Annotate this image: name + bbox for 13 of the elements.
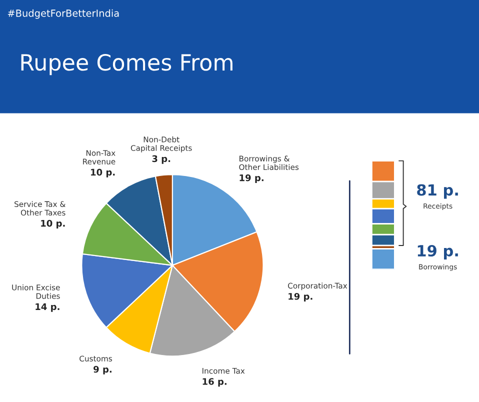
data-label: 9 p. xyxy=(94,366,112,374)
data-label: 14 p. xyxy=(36,303,60,312)
data-label: 16 p. xyxy=(202,378,226,387)
data-label: 10 p. xyxy=(41,220,65,228)
data-label: 3 p. xyxy=(152,155,170,164)
chart-title: Rupee Comes From xyxy=(21,54,232,76)
text: #BudgetForBetterIndia xyxy=(8,9,119,19)
text: 81 p. xyxy=(417,184,458,199)
text: 19 p. xyxy=(418,244,458,260)
data-label: 19 p. xyxy=(288,292,312,302)
data-label: 19 p. xyxy=(240,174,264,183)
bar xyxy=(371,248,396,270)
data-label: 10 p. xyxy=(91,168,115,178)
